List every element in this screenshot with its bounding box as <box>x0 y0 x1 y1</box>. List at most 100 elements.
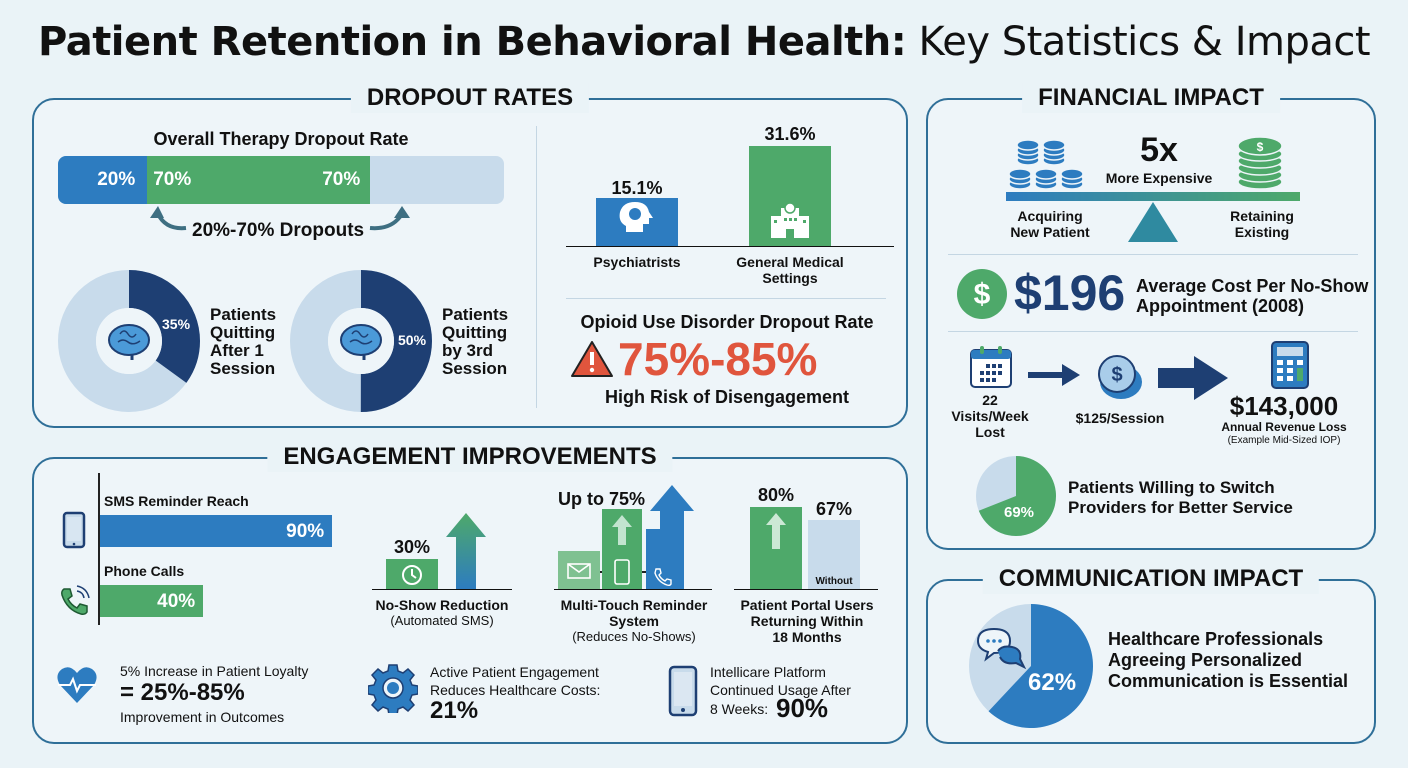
brain-icon <box>108 324 150 360</box>
overall-dropout-title: Overall Therapy Dropout Rate <box>153 129 409 149</box>
fact-line: Active Patient Engagement <box>430 664 599 680</box>
opioid-value: 75%-85% <box>618 333 818 385</box>
dropout-low-segment <box>58 156 148 204</box>
switch-value-label: 69% <box>1004 504 1035 521</box>
communication-caption: Healthcare Professionals Agreeing Person… <box>1108 629 1348 692</box>
big-arrow-right-icon <box>1158 356 1228 400</box>
session-cost-label: $125/Session <box>1075 410 1165 426</box>
svg-text:$: $ <box>974 278 991 311</box>
switch-caption: Patients Willing to Switch Providers for… <box>1068 478 1293 518</box>
general-medical-label: General Medical Settings <box>714 254 866 286</box>
portal-caption: Patient Portal Users Returning Within 18… <box>724 597 890 645</box>
arrow-right-icon <box>1028 364 1080 386</box>
dropout-range-caption: 20%-70% Dropouts <box>192 220 365 241</box>
caption-line: Session <box>442 359 508 378</box>
up-arrow-faded-icon <box>766 513 786 549</box>
label-line: Settings <box>762 270 818 286</box>
engagement-heading: ENGAGEMENT IMPROVEMENTS <box>267 442 673 472</box>
coin-stacks-icon <box>1008 139 1084 190</box>
caption-line: 18 Months <box>772 629 842 645</box>
divider <box>536 126 537 408</box>
phone-call-icon <box>654 568 672 587</box>
noshow-cost-value: $196 <box>1014 265 1126 321</box>
phone-call-icon <box>61 585 90 615</box>
caption-line: Agreeing Personalized <box>1108 650 1303 670</box>
noshow-caption: No-Show Reduction <box>375 597 509 613</box>
opioid-caption: High Risk of Disengagement <box>604 387 850 407</box>
phone-calls-value: 40% <box>157 591 196 612</box>
portal-with-bar <box>750 507 802 589</box>
label-line: General Medical <box>736 254 844 270</box>
label-line: Retaining <box>1230 208 1294 224</box>
overall-dropout-bar: 20% 70% 70% <box>58 156 504 204</box>
noshow-cost-caption: Average Cost Per No-Show Appointment (20… <box>1136 276 1368 316</box>
financial-heading: FINANCIAL IMPACT <box>1022 83 1280 113</box>
caption-line: Appointment (2008) <box>1136 296 1305 316</box>
title-bold: Patient Retention in Behavioral Health: <box>37 19 907 65</box>
phone-calls-bar: 40% <box>100 585 204 617</box>
caption-line: Session <box>210 359 276 378</box>
label-line: New Patient <box>1010 224 1090 240</box>
label-line: Acquiring <box>1017 208 1083 224</box>
coin-icon: $ <box>1098 355 1142 399</box>
engagement-improvements-panel: ENGAGEMENT IMPROVEMENTS SMS Reminder Rea… <box>32 442 908 744</box>
divider <box>566 298 886 299</box>
dropout-rates-panel: DROPOUT RATES Overall Therapy Dropout Ra… <box>32 83 908 428</box>
communication-pie <box>969 604 1093 728</box>
fact-line: Intellicare Platform <box>710 664 826 680</box>
pie-value-slice <box>978 456 1056 536</box>
loyalty-fact-line1: 5% Increase in Patient Loyalty <box>120 663 309 679</box>
psychiatrists-bar <box>596 198 678 246</box>
heart-pulse-icon <box>57 667 97 703</box>
balance-fulcrum-icon <box>1128 202 1178 242</box>
loyalty-fact-big: = 25%-85% <box>120 679 245 706</box>
tablet-icon <box>668 665 698 717</box>
caption-line: System <box>609 613 659 629</box>
donut2-caption: Patients Quitting by 3rd Session <box>442 306 508 378</box>
sms-reach-value: 90% <box>286 521 325 542</box>
chat-bubbles-icon <box>976 627 1027 670</box>
multitouch-baseline <box>554 589 712 590</box>
dropout-low-label: 20% <box>97 169 136 190</box>
general-medical-value-label: 31.6% <box>764 124 816 144</box>
psychiatrists-value-label: 15.1% <box>611 178 663 198</box>
curved-arrow-left-icon <box>150 206 187 231</box>
sms-reach-bar: 90% <box>100 515 333 547</box>
phone-calls-label: Phone Calls <box>104 563 185 579</box>
intellicare-fact-big: 90% <box>776 693 829 723</box>
portal-with-value: 80% <box>757 485 795 505</box>
multiplier-caption: More Expensive <box>1105 170 1213 186</box>
psychiatrists-label: Psychiatrists <box>593 254 681 270</box>
fact-line: Reduces Healthcare Costs: <box>430 682 601 698</box>
multitouch-step-email <box>558 551 600 589</box>
intellicare-fact-lines: Intellicare Platform Continued Usage Aft… <box>710 663 851 699</box>
up-arrow-phone-step <box>646 485 694 589</box>
noshow-baseline <box>372 589 512 590</box>
acquiring-label: Acquiring New Patient <box>988 208 1112 240</box>
caption-line: Multi-Touch Reminder <box>560 597 708 613</box>
caption-line: Patients <box>210 305 277 324</box>
donut2-value-label: 50% <box>398 332 427 348</box>
opioid-title: Opioid Use Disorder Dropout Rate <box>580 312 874 332</box>
head-brain-icon <box>619 202 653 233</box>
dropout-high-label-left: 70% <box>153 169 192 190</box>
noshow-bar <box>386 559 438 589</box>
switch-providers-pie <box>976 456 1056 536</box>
svg-text:$: $ <box>1111 364 1122 386</box>
communication-heading: COMMUNICATION IMPACT <box>982 564 1320 594</box>
label-line: Lost <box>975 424 1005 440</box>
page-title: Patient Retention in Behavioral Health: … <box>0 18 1408 66</box>
clock-icon <box>402 565 422 585</box>
curved-arrow-right-icon <box>369 206 410 231</box>
brain-icon <box>340 324 382 360</box>
caption-line: Patient Portal Users <box>740 597 874 613</box>
up-arrow-faded-icon <box>612 515 632 545</box>
caption-line: Communication is Essential <box>1108 671 1349 691</box>
dropout-high-segment <box>147 156 371 204</box>
title-light: Key Statistics & Impact <box>918 19 1371 65</box>
donut1-value-label: 35% <box>162 316 191 332</box>
caption-line: Returning Within <box>750 613 864 629</box>
portal-without-bar: Without <box>808 520 860 589</box>
multitouch-sub: (Reduces No-Shows) <box>572 629 696 644</box>
multitouch-step-phone <box>602 509 642 589</box>
